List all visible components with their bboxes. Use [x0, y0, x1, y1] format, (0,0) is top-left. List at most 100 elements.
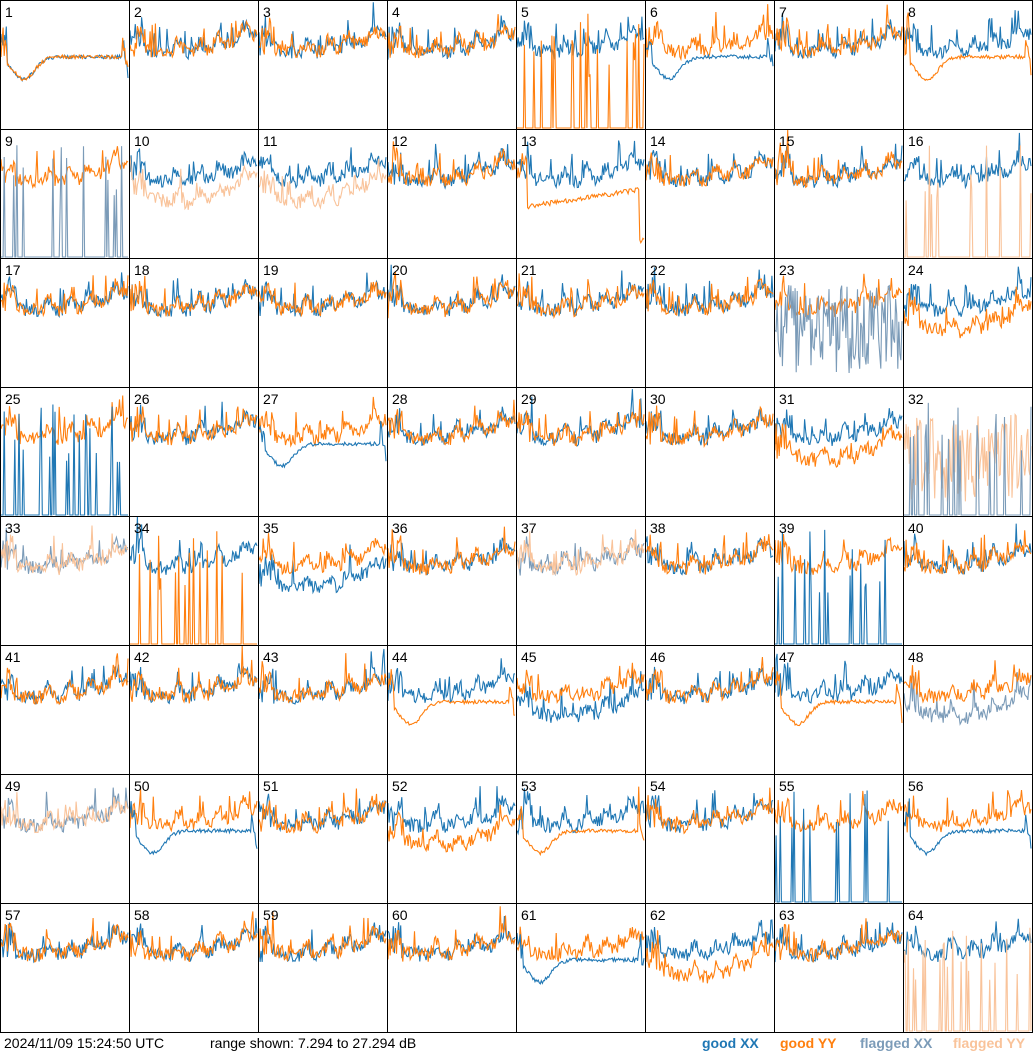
series-line-good-xx	[645, 919, 774, 962]
panel-label: 14	[650, 133, 666, 149]
panel-2: 2	[129, 0, 259, 130]
series-line-good-xx	[516, 140, 645, 190]
panel-label: 39	[779, 520, 795, 536]
series-line-good-yy	[130, 531, 257, 645]
panel-label: 22	[650, 262, 666, 278]
series-line-good-xx	[0, 26, 129, 83]
series-line-good-xx	[774, 143, 903, 189]
series-line-flagged-yy	[0, 792, 129, 834]
panel-frame	[387, 0, 517, 130]
panel-19: 19	[258, 258, 388, 388]
panel-62: 62	[645, 903, 775, 1033]
panel-label: 57	[5, 907, 21, 923]
panel-14: 14	[645, 129, 775, 259]
panel-label: 21	[521, 262, 537, 278]
range-label: range shown: 7.294 to 27.294 dB	[210, 1035, 417, 1051]
panel-label: 4	[392, 4, 400, 20]
series-line-good-yy	[129, 19, 258, 59]
series-line-flagged-yy	[258, 158, 387, 210]
panel-47: 47	[774, 645, 904, 775]
panel-31: 31	[774, 387, 904, 517]
series-line-good-yy	[0, 653, 129, 706]
series-line-flagged-yy	[129, 156, 258, 211]
panel-44: 44	[387, 645, 517, 775]
series-line-good-yy	[774, 129, 903, 189]
series-line-good-yy	[516, 662, 645, 704]
series-line-good-yy	[645, 532, 774, 575]
panel-label: 16	[908, 133, 924, 149]
panel-label: 20	[392, 262, 408, 278]
series-line-good-yy	[516, 273, 645, 320]
series-line-good-yy	[387, 141, 516, 187]
panel-33: 33	[0, 516, 130, 646]
panel-label: 59	[263, 907, 279, 923]
series-line-good-yy	[129, 275, 258, 317]
series-line-good-xx	[258, 648, 387, 705]
series-line-good-yy	[645, 4, 774, 62]
series-line-good-xx	[516, 669, 645, 723]
panel-9: 9	[0, 129, 130, 259]
series-line-good-yy	[645, 930, 774, 984]
series-line-good-xx	[645, 149, 774, 188]
panel-49: 49	[0, 774, 130, 904]
panel-frame	[0, 0, 130, 130]
panel-label: 35	[263, 520, 279, 536]
panel-label: 15	[779, 133, 795, 149]
series-line-good-yy	[516, 153, 645, 244]
panel-frame	[129, 0, 259, 130]
panel-11: 11	[258, 129, 388, 259]
series-line-good-yy	[129, 406, 258, 446]
series-line-good-xx	[1, 404, 128, 516]
panel-38: 38	[645, 516, 775, 646]
series-line-good-xx	[129, 148, 258, 188]
panel-label: 47	[779, 649, 795, 665]
series-line-good-yy	[903, 530, 1032, 575]
panel-label: 64	[908, 907, 924, 923]
legend-good-yy: good YY	[780, 1035, 837, 1051]
series-line-good-xx	[774, 653, 903, 704]
panel-label: 45	[521, 649, 537, 665]
panel-10: 10	[129, 129, 259, 259]
panel-37: 37	[516, 516, 646, 646]
panel-label: 23	[779, 262, 795, 278]
series-line-good-yy	[129, 911, 258, 963]
series-line-good-yy	[903, 660, 1032, 704]
panel-label: 58	[134, 907, 150, 923]
panel-label: 34	[134, 520, 150, 536]
series-line-good-xx	[0, 272, 129, 319]
panel-30: 30	[645, 387, 775, 517]
series-line-good-xx	[774, 921, 903, 963]
panel-label: 52	[392, 778, 408, 794]
panel-label: 56	[908, 778, 924, 794]
panel-13: 13	[516, 129, 646, 259]
panel-23: 23	[774, 258, 904, 388]
series-line-good-xx	[774, 790, 902, 903]
panel-63: 63	[774, 903, 904, 1033]
series-line-good-yy	[774, 423, 903, 468]
panel-label: 53	[521, 778, 537, 794]
legend-flagged-yy: flagged YY	[953, 1035, 1026, 1051]
panel-41: 41	[0, 645, 130, 775]
panel-frame	[258, 0, 388, 130]
panel-label: 28	[392, 391, 408, 407]
footer-bar: 2024/11/09 15:24:50 UTC range shown: 7.2…	[0, 1033, 1033, 1053]
series-line-good-yy	[0, 275, 129, 318]
panel-53: 53	[516, 774, 646, 904]
panel-label: 48	[908, 649, 924, 665]
series-line-good-yy	[774, 533, 903, 577]
panel-43: 43	[258, 645, 388, 775]
panel-27: 27	[258, 387, 388, 517]
panel-6: 6	[645, 0, 775, 130]
series-line-flagged-yy	[903, 927, 1032, 1032]
panel-label: 61	[521, 907, 537, 923]
panel-label: 13	[521, 133, 537, 149]
series-line-good-xx	[903, 10, 1032, 60]
series-line-flagged-xx	[1, 145, 128, 258]
panel-1: 1	[0, 0, 130, 130]
series-line-good-yy	[387, 14, 516, 59]
panel-20: 20	[387, 258, 517, 388]
panel-29: 29	[516, 387, 646, 517]
series-line-good-xx	[129, 801, 258, 856]
series-line-good-xx	[387, 786, 516, 833]
series-line-good-xx	[903, 798, 1032, 857]
